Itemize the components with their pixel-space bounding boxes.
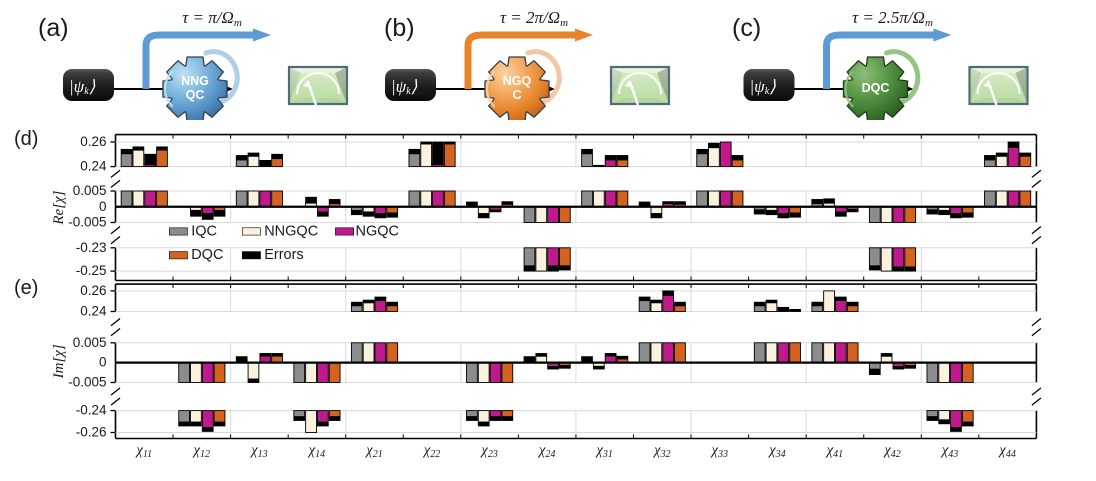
svg-text:χ41: χ41 (825, 443, 843, 461)
svg-text:χ24: χ24 (537, 443, 555, 461)
svg-text:χ33: χ33 (710, 443, 728, 461)
svg-text:Im[χ]: Im[χ] (51, 344, 67, 379)
svg-text:-0.005: -0.005 (68, 375, 106, 390)
svg-text:χ43: χ43 (940, 443, 958, 461)
svg-text:χ13: χ13 (249, 443, 267, 461)
svg-text:χ21: χ21 (364, 443, 382, 461)
svg-text:χ32: χ32 (652, 443, 670, 461)
svg-text:0.24: 0.24 (80, 304, 107, 319)
svg-text:-0.005: -0.005 (68, 215, 106, 230)
svg-text:IQC: IQC (191, 223, 217, 239)
svg-text:χ42: χ42 (882, 443, 900, 461)
svg-text:-0.25: -0.25 (76, 263, 107, 278)
svg-text:0.005: 0.005 (73, 183, 107, 198)
svg-text:0.005: 0.005 (73, 335, 107, 350)
svg-text:Errors: Errors (264, 247, 303, 263)
svg-text:Re[χ]: Re[χ] (51, 190, 67, 225)
svg-text:0.26: 0.26 (80, 134, 106, 149)
svg-text:χ14: χ14 (307, 443, 325, 461)
svg-text:χ44: χ44 (997, 443, 1015, 461)
svg-text:NGQC: NGQC (356, 223, 400, 239)
svg-text:NNGQC: NNGQC (264, 223, 318, 239)
svg-text:-0.26: -0.26 (76, 425, 107, 440)
svg-text:χ23: χ23 (479, 443, 497, 461)
svg-text:χ12: χ12 (192, 443, 210, 461)
svg-text:χ11: χ11 (134, 443, 152, 461)
svg-text:0.26: 0.26 (80, 283, 106, 298)
svg-text:0.24: 0.24 (80, 159, 107, 174)
svg-text:0: 0 (99, 355, 107, 370)
svg-text:-0.24: -0.24 (76, 403, 107, 418)
svg-text:χ34: χ34 (767, 443, 785, 461)
svg-text:0: 0 (99, 199, 107, 214)
svg-text:-0.23: -0.23 (76, 240, 107, 255)
svg-text:DQC: DQC (191, 247, 223, 263)
svg-text:χ22: χ22 (422, 443, 440, 461)
svg-text:χ31: χ31 (595, 443, 613, 461)
